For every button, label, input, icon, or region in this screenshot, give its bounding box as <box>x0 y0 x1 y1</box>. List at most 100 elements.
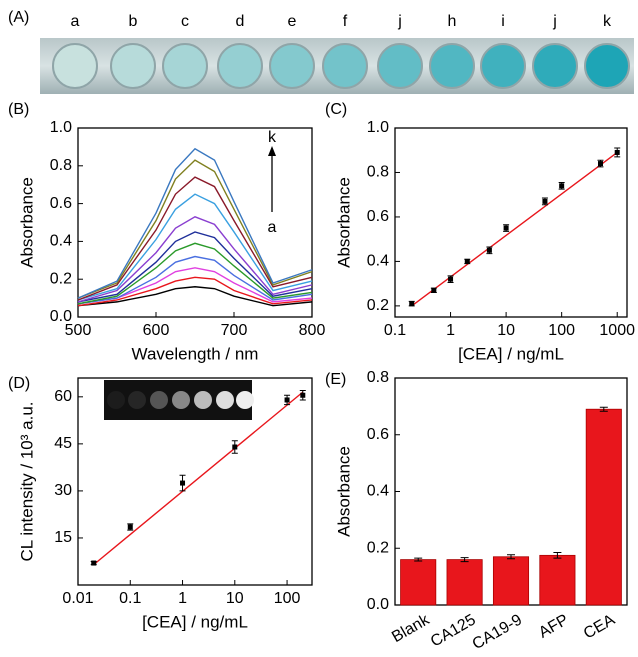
x-tick-label: CA19-9 <box>470 611 526 653</box>
point <box>284 397 290 403</box>
y-tick-label: 0.6 <box>367 426 389 443</box>
y-axis-label: Absorbance <box>17 177 36 268</box>
x-axis-label: [CEA] / ng/mL <box>458 344 564 363</box>
well <box>532 43 578 89</box>
spectrum-line <box>77 176 313 301</box>
y-tick-label: 0.8 <box>50 157 72 174</box>
x-tick-label: 0.01 <box>62 590 93 607</box>
x-tick-label: 100 <box>548 322 575 339</box>
spectrum-line <box>77 193 313 301</box>
error-bar <box>599 406 608 412</box>
well-label: d <box>236 13 245 30</box>
well <box>377 43 423 89</box>
panel-label: (A) <box>8 9 29 26</box>
x-tick-label: 1 <box>446 322 455 339</box>
well-label: f <box>343 13 348 30</box>
y-tick-label: 0.0 <box>50 308 72 325</box>
x-tick-label: Blank <box>389 611 433 646</box>
y-tick-label: 0.8 <box>367 164 389 181</box>
fit-line <box>411 151 618 307</box>
y-tick-label: 0.4 <box>367 483 389 500</box>
panel-label: (B) <box>8 101 29 118</box>
annotation: k <box>268 129 277 146</box>
point <box>597 161 603 167</box>
y-axis-label: Absorbance <box>334 446 353 537</box>
point <box>542 198 548 204</box>
spectrum-line <box>77 242 313 305</box>
well <box>52 43 98 89</box>
spectrum-line <box>77 276 313 307</box>
point <box>180 480 186 486</box>
y-axis-label: Absorbance <box>334 177 353 268</box>
well <box>217 43 263 89</box>
spectrum-line <box>77 286 313 307</box>
plot-frame <box>77 127 313 318</box>
error-bar <box>460 557 469 563</box>
spectrum-line <box>77 267 313 305</box>
y-tick-label: 0.2 <box>50 270 72 287</box>
point <box>559 183 565 189</box>
y-tick-label: 0.4 <box>367 253 389 270</box>
x-axis-label: [CEA] / ng/mL <box>142 612 248 631</box>
x-tick-label: 700 <box>221 322 248 339</box>
x-tick-label: 100 <box>274 590 301 607</box>
y-tick-label: 1.0 <box>50 119 72 136</box>
x-tick-label: 1 <box>178 590 187 607</box>
well <box>110 43 156 89</box>
error-bar <box>553 552 562 559</box>
x-tick-label: CA125 <box>428 611 479 650</box>
x-tick-label: 800 <box>299 322 326 339</box>
point <box>300 392 306 398</box>
well <box>269 43 315 89</box>
plot-frame <box>394 127 628 318</box>
fit-line <box>93 391 304 566</box>
arrow-head <box>268 146 276 156</box>
point <box>127 524 133 530</box>
point <box>464 258 470 264</box>
y-tick-label: 0.6 <box>367 208 389 225</box>
bar <box>539 554 576 606</box>
x-axis-label: Wavelength / nm <box>132 344 259 363</box>
x-tick-label: 1000 <box>599 322 635 339</box>
y-tick-label: 15 <box>54 529 72 546</box>
panel-label: (C) <box>325 101 347 118</box>
well-label: j <box>397 13 402 30</box>
bar <box>446 559 483 606</box>
x-tick-label: 0.1 <box>119 590 141 607</box>
spectrum-line <box>77 231 313 303</box>
point <box>503 225 509 231</box>
well-label: e <box>288 13 297 30</box>
x-tick-label: AFP <box>536 611 571 641</box>
point <box>448 276 454 282</box>
well <box>162 43 208 89</box>
y-tick-label: 0.2 <box>367 297 389 314</box>
x-tick-label: 10 <box>226 590 244 607</box>
y-tick-label: 0.0 <box>367 596 389 613</box>
well-label: j <box>552 13 557 30</box>
spectrum-line <box>77 159 313 299</box>
point <box>614 149 620 155</box>
point <box>91 560 97 566</box>
y-tick-label: 0.8 <box>367 369 389 386</box>
x-tick-label: 500 <box>65 322 92 339</box>
well-label: i <box>501 13 505 30</box>
well <box>480 43 526 89</box>
x-tick-label: CEA <box>581 611 618 642</box>
bar <box>492 556 530 606</box>
well <box>584 43 630 89</box>
y-tick-label: 30 <box>54 482 72 499</box>
spectrum-line <box>77 255 313 305</box>
bar <box>585 408 622 606</box>
well-label: k <box>603 13 612 30</box>
well-label: b <box>129 13 138 30</box>
panel-label: (D) <box>8 375 30 392</box>
bar <box>400 559 437 606</box>
x-tick-label: 10 <box>497 322 515 339</box>
error-bar <box>414 557 423 562</box>
point <box>232 444 238 450</box>
point <box>409 301 415 307</box>
spectrum-line <box>77 216 313 303</box>
x-tick-label: 600 <box>143 322 170 339</box>
well-label: h <box>448 13 457 30</box>
